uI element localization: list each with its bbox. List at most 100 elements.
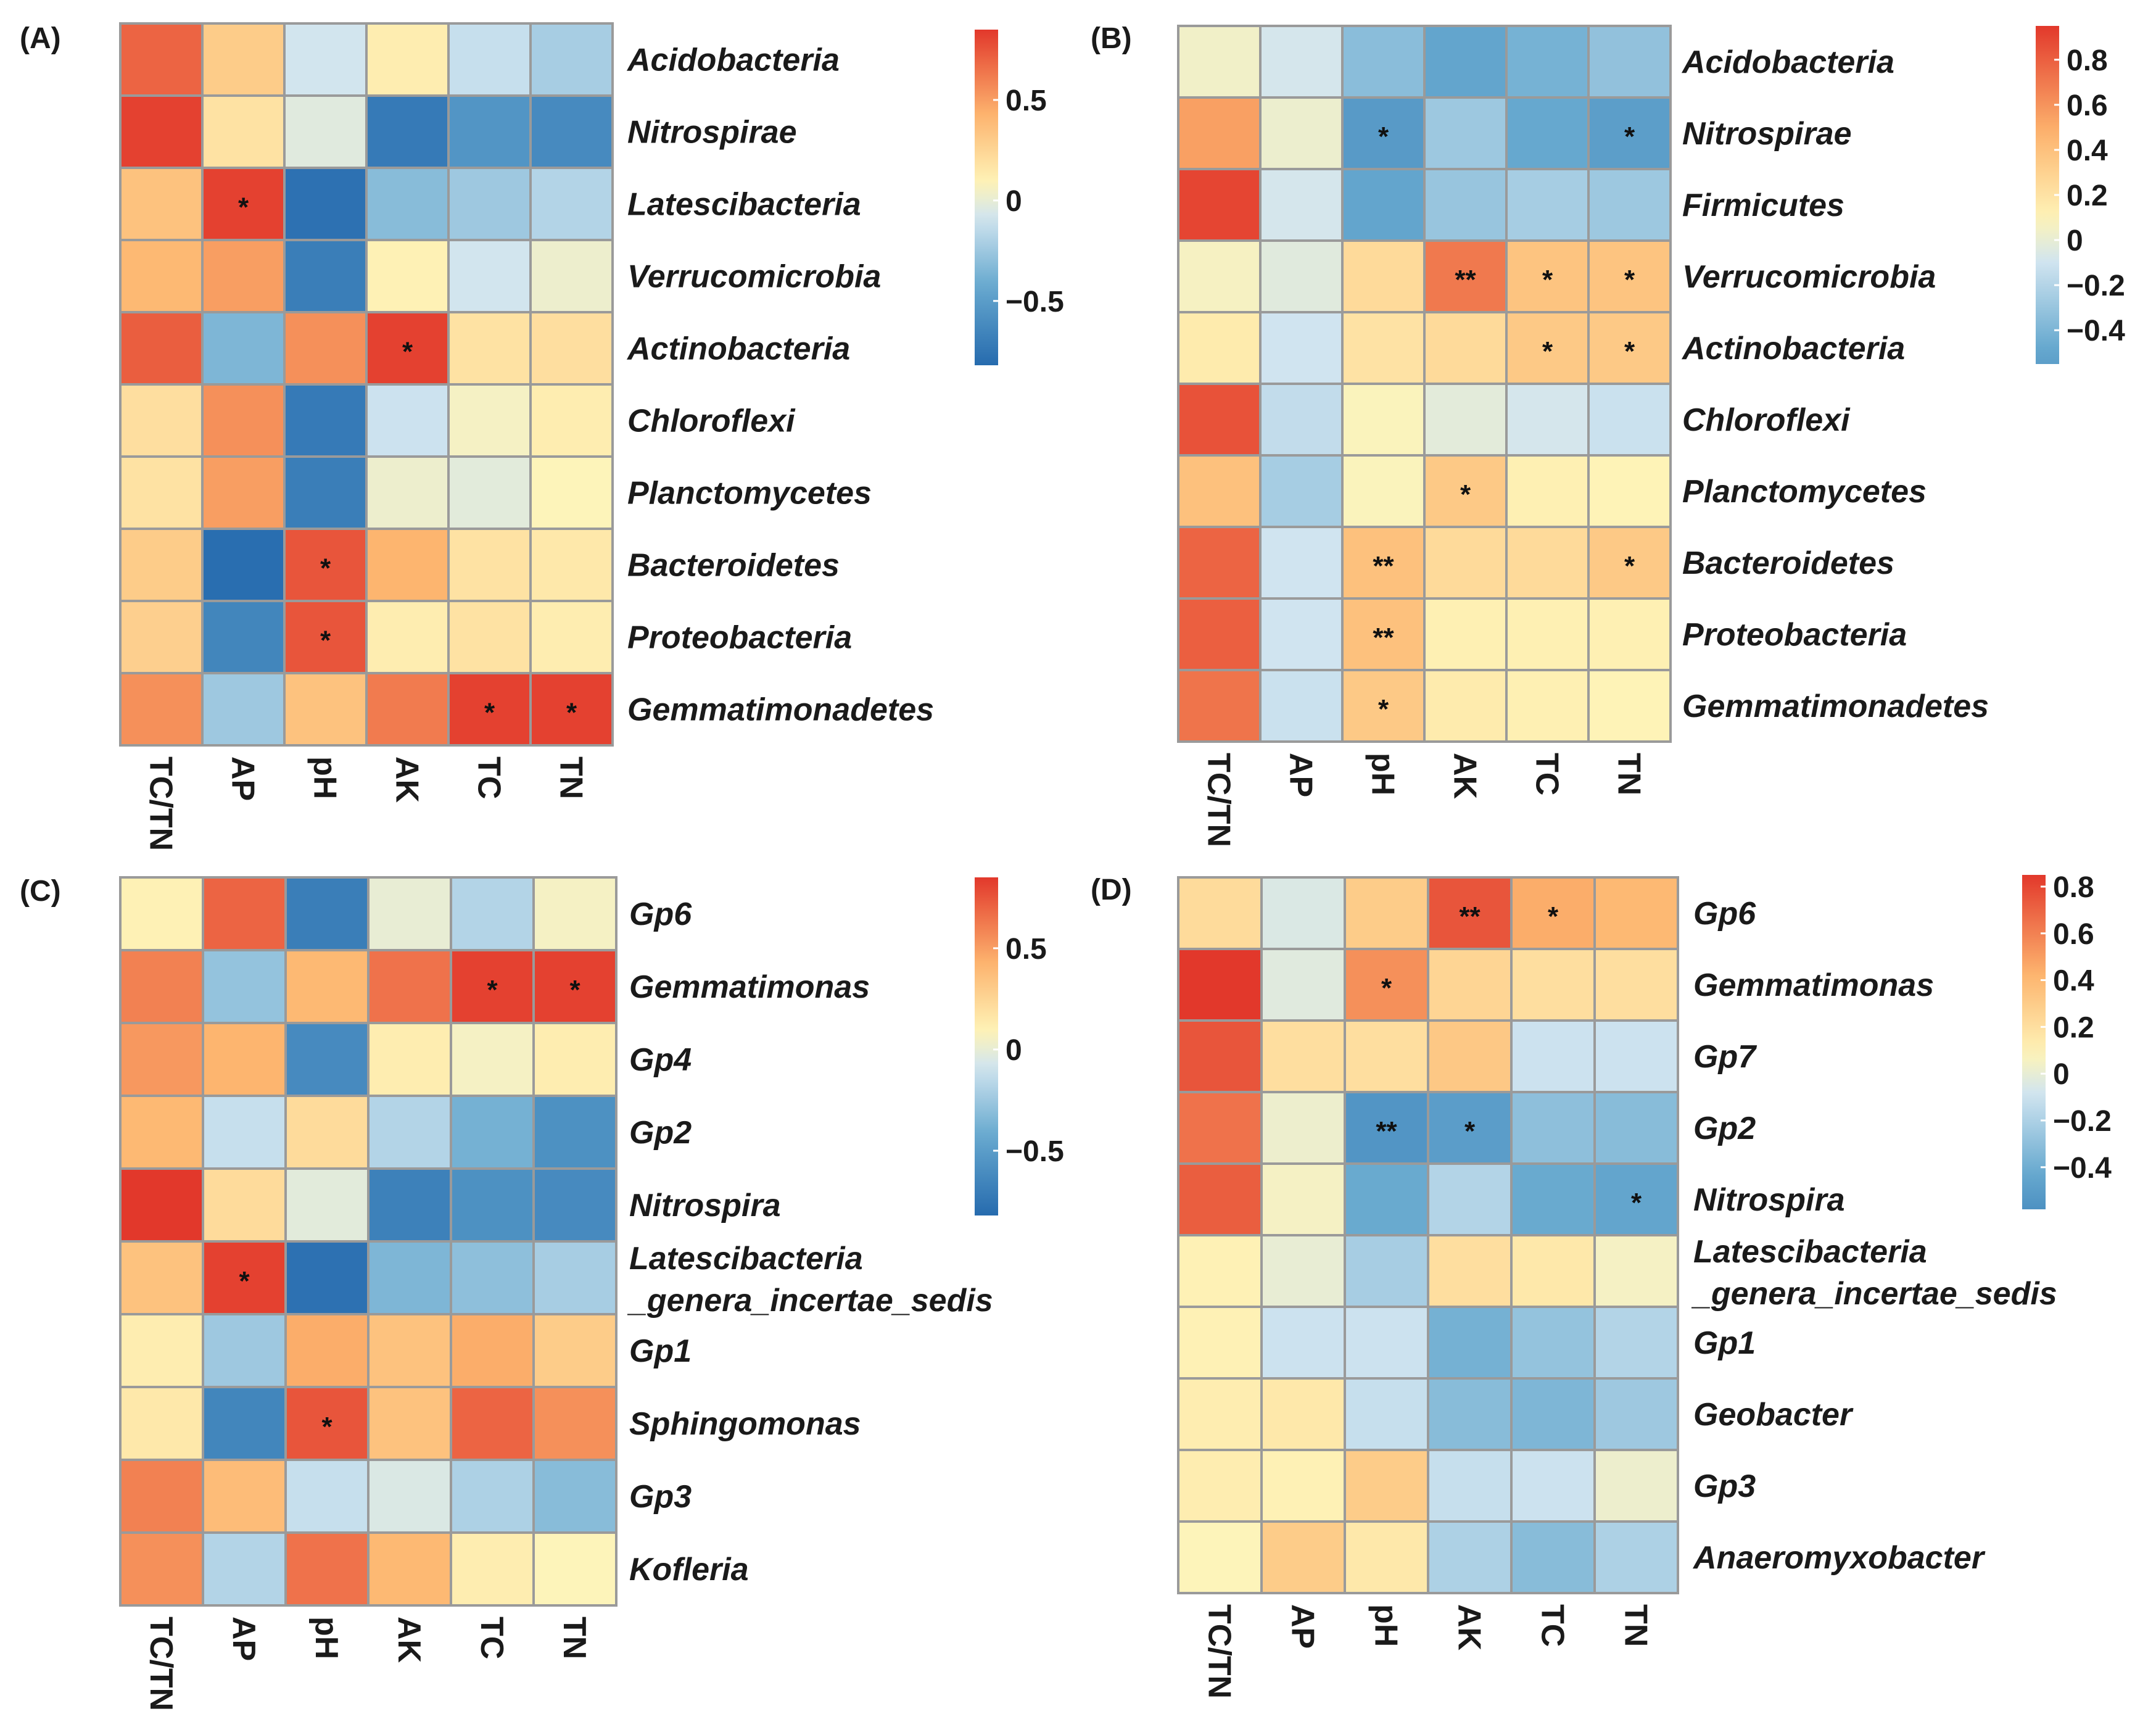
heatmap-cell [450,1313,535,1388]
heatmap-cell [447,311,532,386]
heatmap-cell [1427,1234,1513,1308]
colorbar-tick-label: 0.2 [2053,1011,2094,1044]
heatmap-cell [202,1313,287,1388]
significance-mark: * [1378,122,1389,152]
heatmap-cell [365,383,450,458]
heatmap-cell [367,1167,452,1243]
colorbar-tick-label: 0.5 [1006,933,1047,966]
heatmap-cell [1177,383,1262,457]
heatmap-cell [1177,876,1263,950]
heatmap-cell [119,1386,204,1461]
heatmap-cell [201,239,286,313]
significance-mark: * [1460,479,1471,510]
heatmap-cell [532,1531,617,1607]
heatmap-cell [450,1386,535,1461]
heatmap-cell [1259,454,1344,528]
heatmap-cell [1344,1162,1429,1236]
heatmap-cell [202,1167,287,1243]
heatmap-cell [450,1095,535,1170]
heatmap-cell [1423,669,1508,743]
significance-mark: ** [1373,551,1394,581]
heatmap-cell [1341,383,1426,457]
row-label: Gemmatimonadetes [1682,689,1989,724]
row-label: Gp2 [629,1115,692,1151]
column-label: AK [389,756,425,803]
heatmap-cell [529,383,614,458]
heatmap-cell [1259,383,1344,457]
heatmap-cell [1505,526,1590,600]
row-label: Latescibacteria [627,187,861,223]
heatmap-cell [529,94,614,169]
heatmap-cell [1177,1091,1263,1165]
heatmap-cell [367,1531,452,1607]
heatmap-cell [1260,1091,1346,1165]
heatmap-cell [367,1386,452,1461]
heatmap-cell [201,672,286,747]
column-label: pH [1368,1604,1404,1647]
heatmap-cell [201,383,286,458]
heatmap-cell [284,1022,370,1097]
heatmap-cell [367,1095,452,1170]
heatmap-cell [202,1095,287,1170]
row-label: Gp4 [629,1042,692,1078]
row-label: Gemmatimonadetes [627,692,934,728]
heatmap-cell [529,239,614,313]
significance-mark: * [321,1412,332,1442]
column-label: TC [474,1617,510,1659]
heatmap-cell [1344,1520,1429,1594]
heatmap-cell [1177,597,1262,671]
heatmap-cell [529,528,614,602]
heatmap-cell [1593,948,1679,1022]
heatmap-cell [1587,311,1672,385]
heatmap-cell [1260,1449,1346,1523]
heatmap-cell [1341,669,1426,743]
heatmap-cell [283,94,368,169]
row-label: Nitrospira [1693,1182,1845,1218]
heatmap-cell [1344,1234,1429,1308]
heatmap-cell [1427,1019,1513,1093]
heatmap-cell [365,94,450,169]
panel-c: (C) * * * * Gp6 Gemmatimonas Gp4 Gp2 Nitrospira La… [20,875,1064,1711]
heatmap-cell [283,239,368,313]
heatmap-cell [532,1022,617,1097]
heatmap-cell [1177,454,1262,528]
heatmap-cell [447,600,532,674]
heatmap-cell [1427,948,1513,1022]
colorbar-tick-label: −0.4 [2067,315,2125,347]
heatmap-cell [1587,526,1672,600]
heatmap-cell [119,167,204,241]
heatmap-cell [1427,1091,1513,1165]
heatmap-cell [1260,948,1346,1022]
heatmap-cell [450,1531,535,1607]
panel-label: (B) [1091,22,1132,55]
row-label: Acidobacteria [626,43,840,78]
row-label: Anaeromyxobacter [1692,1540,1986,1576]
column-label: TC [1529,753,1565,795]
colorbar-tick-label: −0.5 [1006,1135,1064,1168]
row-label: Bacteroidetes [627,548,840,584]
significance-mark: * [1464,1116,1476,1146]
heatmap-cell [1505,311,1590,385]
heatmap-cell [1510,1520,1596,1594]
colorbar-tick-label: −0.2 [2053,1105,2112,1138]
heatmap-cell [119,600,204,674]
heatmap-cell [532,1459,617,1534]
heatmap-cell [447,94,532,169]
heatmap-cell [447,22,532,97]
heatmap-cell [367,1022,452,1097]
row-label: Sphingomonas [629,1406,861,1442]
colorbar [975,30,998,365]
heatmap-cell [119,383,204,458]
heatmap-cell [1505,454,1590,528]
heatmap-cell [1259,96,1344,170]
row-label: Gp6 [629,896,692,932]
heatmap-cell [1593,1091,1679,1165]
heatmap-cell [1593,1520,1679,1594]
heatmap-cell [119,1167,204,1243]
heatmap-cell [1177,669,1262,743]
heatmap-cell [1341,526,1426,600]
heatmap-cell [119,1313,204,1388]
significance-mark: * [239,1266,250,1296]
heatmap-cell [283,383,368,458]
heatmap-cell [201,167,286,241]
